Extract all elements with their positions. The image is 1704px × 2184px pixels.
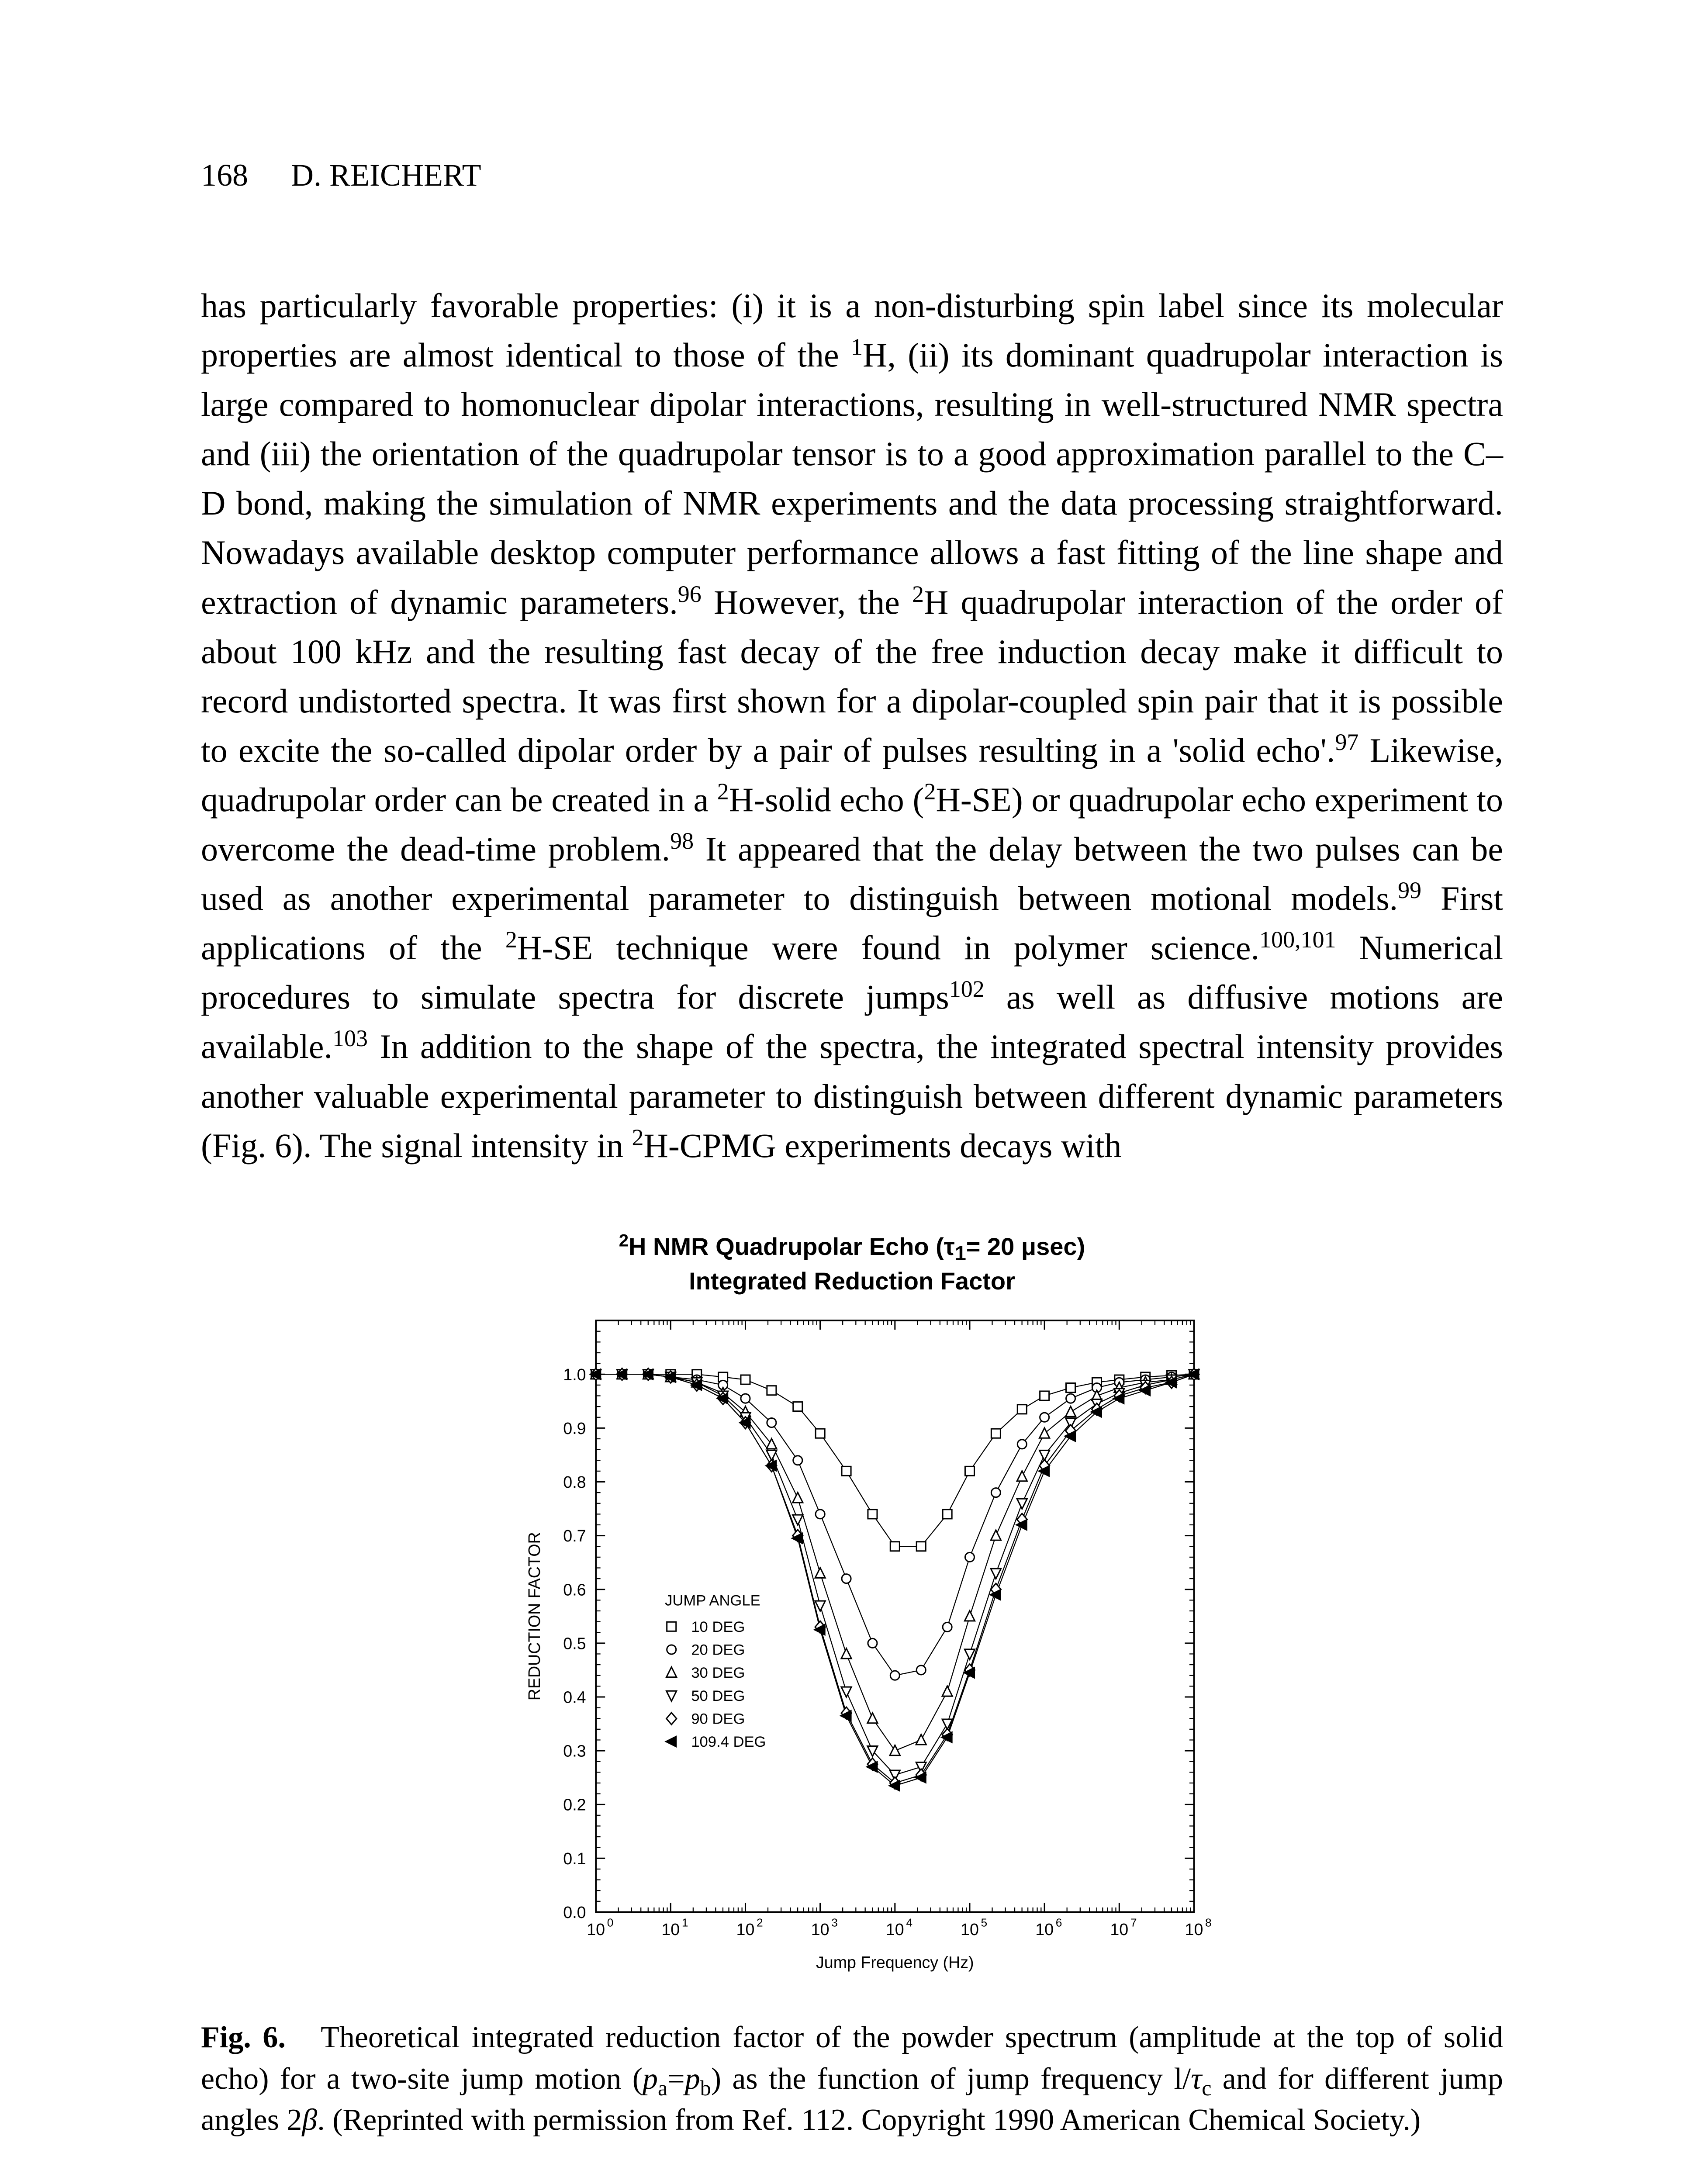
svg-text:10: 10 — [961, 1920, 979, 1939]
svg-text:0.5: 0.5 — [563, 1635, 586, 1653]
chart-title: 2H NMR Quadrupolar Echo (τ1= 20 μsec)Int… — [455, 1231, 1250, 1297]
svg-text:10: 10 — [811, 1920, 829, 1939]
svg-text:0.8: 0.8 — [563, 1473, 586, 1491]
reduction-factor-chart: 0.00.10.20.30.40.50.60.70.80.91.01001011… — [455, 1301, 1250, 1991]
page-header: 168 D. REICHERT — [201, 157, 1503, 194]
svg-text:10: 10 — [587, 1920, 605, 1939]
chart-wrap: 2H NMR Quadrupolar Echo (τ1= 20 μsec)Int… — [455, 1231, 1250, 1991]
svg-text:0.1: 0.1 — [563, 1849, 586, 1868]
svg-text:4: 4 — [906, 1916, 912, 1929]
svg-text:10: 10 — [1185, 1920, 1203, 1939]
svg-text:10: 10 — [1035, 1920, 1054, 1939]
page-number: 168 — [201, 157, 248, 194]
svg-text:0.0: 0.0 — [563, 1903, 586, 1921]
svg-text:10: 10 — [1110, 1920, 1128, 1939]
svg-text:5: 5 — [981, 1916, 987, 1929]
figure-6: 2H NMR Quadrupolar Echo (τ1= 20 μsec)Int… — [201, 1231, 1503, 2141]
svg-text:10 DEG: 10 DEG — [691, 1619, 745, 1635]
svg-text:20 DEG: 20 DEG — [691, 1642, 745, 1659]
svg-text:50 DEG: 50 DEG — [691, 1688, 745, 1704]
svg-text:3: 3 — [831, 1916, 838, 1929]
svg-text:6: 6 — [1055, 1916, 1062, 1929]
svg-text:0.6: 0.6 — [563, 1580, 586, 1599]
svg-text:90 DEG: 90 DEG — [691, 1711, 745, 1728]
svg-text:1.0: 1.0 — [563, 1365, 586, 1384]
author-name: D. REICHERT — [291, 157, 481, 194]
svg-text:10: 10 — [736, 1920, 754, 1939]
svg-text:0: 0 — [607, 1916, 613, 1929]
svg-text:0.3: 0.3 — [563, 1742, 586, 1760]
svg-text:0.7: 0.7 — [563, 1527, 586, 1545]
svg-text:109.4 DEG: 109.4 DEG — [691, 1734, 766, 1750]
svg-text:REDUCTION FACTOR: REDUCTION FACTOR — [525, 1532, 543, 1701]
figure-caption: Fig. 6. Theoretical integrated reduction… — [201, 2017, 1503, 2141]
svg-text:8: 8 — [1205, 1916, 1212, 1929]
svg-text:2: 2 — [757, 1916, 763, 1929]
svg-text:10: 10 — [885, 1920, 904, 1939]
body-paragraph: has particularly favorable properties: (… — [201, 281, 1503, 1170]
svg-text:0.2: 0.2 — [563, 1796, 586, 1814]
svg-text:Jump Frequency (Hz): Jump Frequency (Hz) — [816, 1953, 974, 1972]
svg-text:7: 7 — [1130, 1916, 1137, 1929]
svg-text:30 DEG: 30 DEG — [691, 1665, 745, 1681]
svg-text:0.4: 0.4 — [563, 1688, 586, 1707]
svg-text:10: 10 — [661, 1920, 680, 1939]
svg-text:1: 1 — [681, 1916, 688, 1929]
svg-text:0.9: 0.9 — [563, 1419, 586, 1438]
svg-text:JUMP ANGLE: JUMP ANGLE — [665, 1593, 760, 1609]
